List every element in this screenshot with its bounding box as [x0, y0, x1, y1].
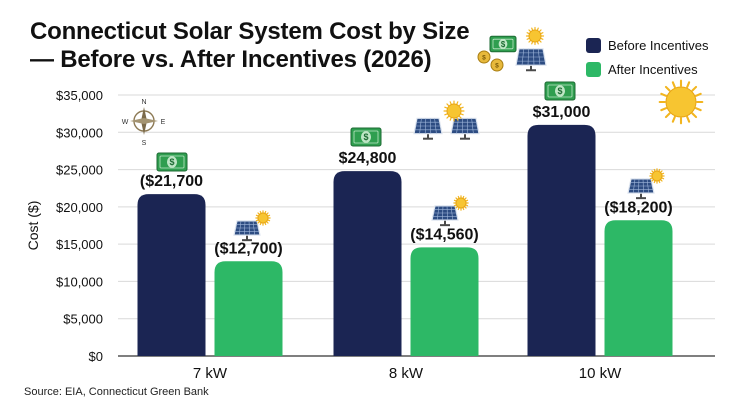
- sun-icon: [443, 100, 465, 122]
- y-tick-label: $30,000: [56, 125, 103, 140]
- coins-icon: $: [490, 58, 504, 72]
- legend-label-before: Before Incentives: [608, 37, 709, 53]
- sun-icon: [255, 210, 271, 226]
- solar-panel-icon: [515, 48, 547, 72]
- compass-letter: E: [161, 119, 166, 126]
- bar-before: [333, 171, 402, 356]
- svg-text:$: $: [363, 132, 368, 142]
- legend-swatch-after: [586, 61, 601, 77]
- solar-panel-icon: [627, 178, 655, 200]
- legend: Before Incentives After Incentives: [586, 35, 708, 83]
- sun-icon: [649, 168, 665, 184]
- solar-panel-icon: [413, 117, 443, 140]
- data-label: ($21,700: [140, 173, 203, 190]
- data-label: ($18,200): [604, 199, 673, 216]
- bar-before: [137, 194, 206, 356]
- data-label: ($14,560): [410, 226, 479, 243]
- y-tick-label: $5,000: [63, 312, 103, 327]
- sun-icon: [453, 195, 469, 211]
- compass-letter: S: [142, 140, 147, 147]
- y-tick-label: $10,000: [56, 274, 103, 289]
- svg-text:$: $: [482, 54, 486, 61]
- compass-letter: W: [122, 119, 129, 126]
- chart-title: Connecticut Solar System Cost by Size — …: [30, 18, 470, 74]
- source-note: Source: EIA, Connecticut Green Bank: [24, 386, 209, 398]
- bar-after: [410, 247, 479, 356]
- solar-panel-icon: [450, 117, 480, 140]
- solar-panel-icon: [431, 205, 459, 227]
- sun-icon: [658, 79, 704, 125]
- money-icon: $: [350, 127, 382, 147]
- y-tick-label: $0: [89, 349, 103, 364]
- chart-title-line-1: Connecticut Solar System Cost by Size: [30, 18, 470, 45]
- data-label: ($12,700): [214, 240, 283, 257]
- svg-text:$: $: [169, 157, 174, 167]
- y-tick-label: $25,000: [56, 163, 103, 178]
- data-label: $31,000: [533, 104, 591, 121]
- x-tick-label: 8 kW: [389, 365, 424, 382]
- chart-title-line-2: — Before vs. After Incentives (2026): [30, 46, 432, 73]
- money-icon: $: [489, 35, 517, 53]
- legend-label-after: After Incentives: [608, 61, 698, 77]
- money-icon: $: [544, 81, 576, 101]
- money-icon: $: [156, 152, 188, 172]
- x-tick-label: 7 kW: [193, 365, 228, 382]
- svg-text:$: $: [495, 62, 499, 69]
- bar-after: [214, 261, 283, 356]
- svg-text:$: $: [557, 86, 562, 96]
- legend-swatch-before: [586, 37, 601, 53]
- compass-icon: N E S W: [122, 99, 166, 147]
- y-tick-label: $35,000: [56, 88, 103, 103]
- y-tick-label: $20,000: [56, 200, 103, 215]
- solar-panel-icon: [233, 220, 261, 242]
- svg-text:$: $: [501, 40, 506, 49]
- y-axis-title: Cost ($): [25, 201, 41, 251]
- coins-icon: $: [477, 50, 491, 64]
- data-label: $24,800: [339, 150, 397, 167]
- x-tick-label: 10 kW: [579, 365, 622, 382]
- sun-icon: [525, 26, 545, 46]
- bar-after: [604, 220, 673, 356]
- compass-letter: N: [141, 99, 146, 106]
- bar-before: [527, 124, 596, 356]
- legend-item-before: Before Incentives: [586, 35, 708, 55]
- legend-item-after: After Incentives: [586, 59, 708, 79]
- y-tick-label: $15,000: [56, 237, 103, 252]
